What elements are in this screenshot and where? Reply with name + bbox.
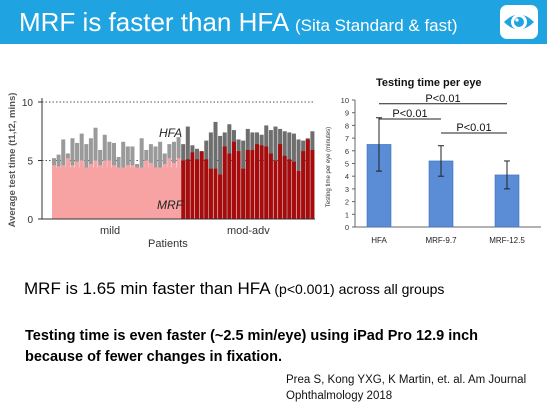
right-y-tick-label: 6 xyxy=(345,147,349,156)
mrf-bar xyxy=(301,151,306,219)
summary-tail: across all groups xyxy=(334,281,445,297)
mrf-bar xyxy=(218,174,223,219)
testing-time-per-eye-chart: Testing time per eye Testing time per ey… xyxy=(326,77,541,245)
mrf-series-label: MRF xyxy=(157,198,184,212)
mrf-bar xyxy=(241,168,246,219)
right-y-tick-label: 5 xyxy=(345,160,349,169)
summary-p-value: (p<0.001) xyxy=(274,281,335,297)
right-y-tick-label: 7 xyxy=(345,134,349,143)
right-x-tick-label: HFA xyxy=(371,236,387,245)
mrf-bar xyxy=(296,171,301,219)
slide-title: MRF is faster than HFA (Sita Standard & … xyxy=(19,6,458,42)
eye-logo-icon xyxy=(500,5,538,39)
mrf-bar xyxy=(259,145,264,219)
left-y-label: Average test time (t1,t2, mins) xyxy=(7,93,18,228)
mrf-bar xyxy=(264,146,269,219)
mrf-bar xyxy=(222,146,227,219)
right-x-tick-label: MRF-12.5 xyxy=(489,236,525,245)
mrf-bar xyxy=(278,144,283,219)
mrf-bar xyxy=(310,149,315,219)
significance-label: P<0.01 xyxy=(456,122,491,134)
group-label-mild: mild xyxy=(100,225,120,237)
mrf-bar xyxy=(204,159,209,219)
ipad-note: Testing time is even faster (~2.5 min/ey… xyxy=(25,328,479,365)
right-y-tick-label: 2 xyxy=(345,198,349,207)
right-x-tick-label: MRF-9.7 xyxy=(425,236,457,245)
right-y-tick-label: 0 xyxy=(345,223,349,232)
mrf-bar xyxy=(181,160,186,219)
title-subtitle: (Sita Standard & fast) xyxy=(294,16,458,35)
left-y-axis: 0 5 10 xyxy=(22,98,43,226)
mrf-bar xyxy=(195,159,200,219)
patient-test-time-chart: 0 5 10 Average test time (t1,t2, mins) HFA… xyxy=(7,93,315,250)
title-banner: MRF is faster than HFA (Sita Standard & … xyxy=(0,0,547,44)
right-y-tick-label: 3 xyxy=(345,185,349,194)
right-y-tick-label: 8 xyxy=(345,121,349,130)
right-y-tick-label: 1 xyxy=(345,210,349,219)
summary-main: MRF is 1.65 min faster than HFA xyxy=(24,279,275,298)
significance-label: P<0.01 xyxy=(392,108,427,120)
left-x-label: Patients xyxy=(148,238,188,250)
title-main: MRF is faster than HFA xyxy=(19,7,288,37)
mrf-bar xyxy=(273,160,278,219)
right-chart-title: Testing time per eye xyxy=(376,77,482,89)
mrf-mild-band xyxy=(52,167,182,219)
mrf-bar xyxy=(282,155,287,219)
significance-label: P<0.01 xyxy=(425,93,460,105)
right-y-axis: 0 1 2 3 4 5 6 7 8 9 10 xyxy=(341,96,356,232)
mrf-bar xyxy=(268,153,273,219)
right-y-tick-label: 10 xyxy=(341,96,349,105)
mrf-bar xyxy=(305,139,310,219)
mrf-bar xyxy=(199,151,204,219)
left-y-tick-label: 10 xyxy=(22,98,34,109)
mrf-bar xyxy=(190,152,195,219)
left-y-tick-label: 0 xyxy=(27,215,33,226)
mrf-bar xyxy=(213,168,218,219)
mrf-bar xyxy=(245,149,250,219)
summary-statement: MRF is 1.65 min faster than HFA (p<0.001… xyxy=(24,279,444,299)
hfa-series-label: HFA xyxy=(159,126,182,140)
mrf-bar xyxy=(185,159,190,219)
left-y-tick-label: 5 xyxy=(27,157,33,168)
mrf-bar xyxy=(231,141,236,219)
right-y-label: Testing time per eye (minutes) xyxy=(326,127,332,207)
right-y-tick-label: 9 xyxy=(345,109,349,118)
mrf-bar xyxy=(250,149,255,219)
mrf-bar xyxy=(236,151,241,219)
citation: Prea S, Kong YXG, K Martin, et. al. Am J… xyxy=(286,374,527,402)
mrf-bar xyxy=(291,161,296,219)
mrf-bar xyxy=(208,168,213,219)
group-label-mod-adv: mod-adv xyxy=(227,225,270,237)
mrf-bar xyxy=(287,159,292,219)
mrf-bar xyxy=(255,144,260,219)
right-y-tick-label: 4 xyxy=(345,172,349,181)
mrf-bar xyxy=(227,153,232,219)
